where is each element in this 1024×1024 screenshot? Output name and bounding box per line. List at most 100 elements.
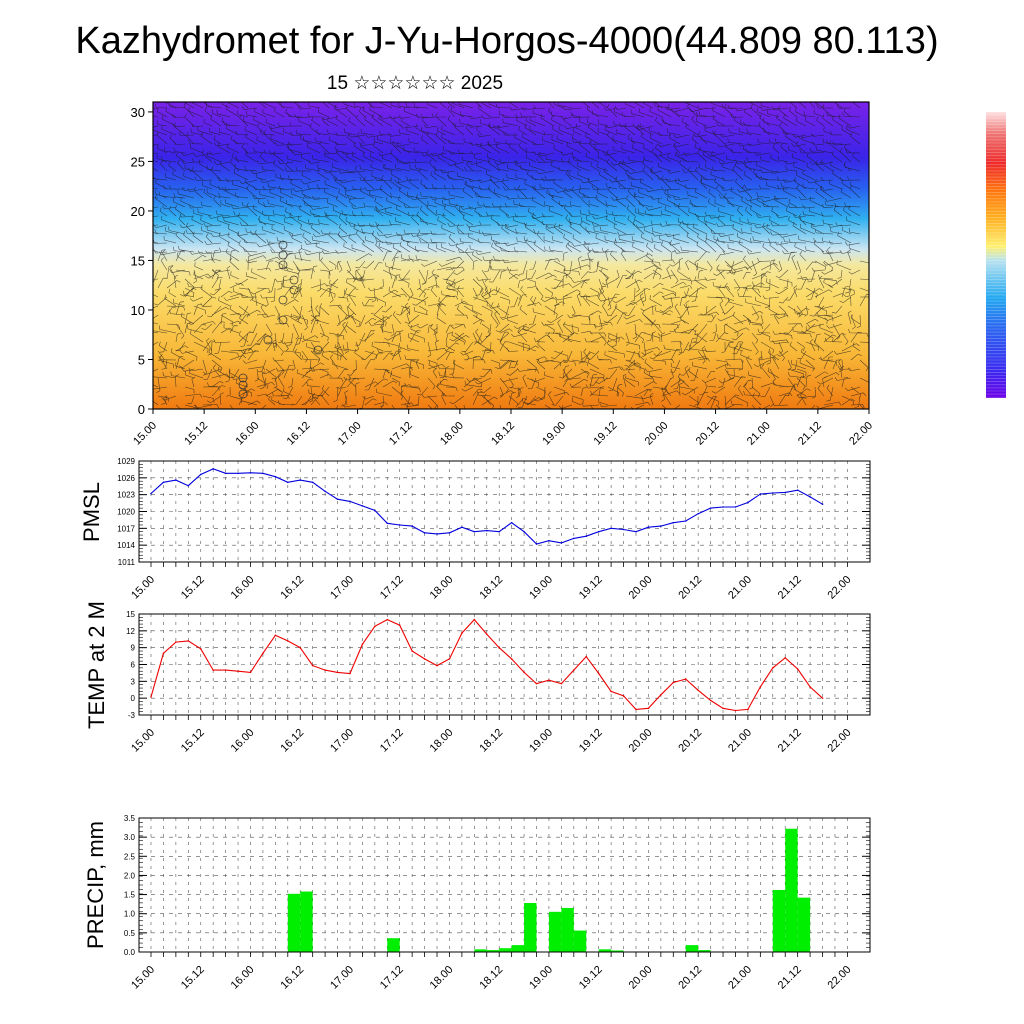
x-tick-label: 19.00: [527, 727, 555, 755]
x-tick-label: 17.00: [328, 964, 356, 992]
y-tick-label: -3: [128, 711, 136, 720]
y-tick-label: 1.5: [124, 891, 136, 900]
temp-point: [759, 686, 762, 688]
pmsl-point: [722, 506, 724, 508]
calm-wind-marker: [289, 275, 299, 285]
y-tick-label: 25: [131, 154, 145, 169]
precip-bar: [474, 949, 487, 952]
x-tick-label: 20.12: [676, 964, 704, 992]
x-tick-label: 22.00: [826, 727, 854, 755]
calm-wind-marker: [238, 373, 248, 383]
precip-axis-label: PRECIP, mm: [83, 821, 108, 949]
y-tick-label: 15: [131, 253, 145, 268]
pmsl-point: [423, 532, 426, 534]
y-tick-label: 0: [138, 402, 145, 417]
x-tick-label: 15.12: [182, 420, 210, 448]
temp-point: [349, 672, 351, 675]
x-tick-label: 17.12: [378, 727, 406, 755]
y-tick-label: 2.0: [124, 871, 136, 880]
temp-point: [423, 658, 426, 660]
temp-point: [734, 709, 737, 712]
x-tick-label: 15.00: [129, 964, 157, 992]
x-tick-label: 15.12: [179, 964, 207, 992]
y-tick-label: 3.0: [124, 833, 136, 842]
pmsl-point: [212, 468, 214, 470]
x-tick-label: 18.12: [477, 727, 505, 755]
pmsl-point: [622, 528, 625, 531]
pmsl-point: [274, 475, 277, 478]
pmsl-point: [336, 498, 339, 500]
x-tick-label: 20.00: [627, 574, 655, 602]
precip-bar: [698, 950, 711, 952]
x-tick-label: 15.00: [129, 574, 157, 602]
precip-bar: [511, 945, 525, 952]
pmsl-point: [635, 530, 637, 533]
pmsl-point: [361, 505, 364, 507]
calm-wind-marker: [289, 285, 299, 295]
calm-wind-marker: [238, 380, 248, 390]
y-tick-label: 1.0: [124, 910, 136, 919]
temp-point: [709, 699, 712, 702]
pmsl-point: [324, 490, 326, 493]
chart-subtitle: 15 ☆☆☆☆☆☆ 2025: [326, 73, 504, 94]
temp-point: [249, 671, 252, 674]
pmsl-point: [386, 522, 389, 525]
temp-point: [548, 679, 550, 682]
precip-bar: [797, 897, 811, 952]
x-tick-label: 19.00: [527, 574, 555, 602]
pmsl-point: [684, 520, 687, 522]
calm-wind-marker: [278, 315, 288, 325]
pmsl-point: [448, 532, 451, 534]
x-tick-label: 21.12: [776, 727, 804, 755]
temp-point: [622, 695, 625, 697]
x-tick-label: 17.12: [387, 420, 415, 448]
pmsl-point: [771, 492, 774, 494]
pmsl-point: [311, 481, 314, 484]
temp-point: [697, 689, 699, 692]
temp-point: [821, 697, 824, 699]
temp-point: [747, 708, 749, 711]
x-tick-label: 22.00: [826, 964, 854, 992]
y-tick-label: 30: [131, 105, 145, 120]
precip-bar: [573, 930, 587, 952]
cross-section-panel: 0 5 10 15 20 25 30 15.00 15.12 16.00 16.12 17.00 17…: [131, 101, 875, 448]
y-tick-label: 1017: [117, 524, 135, 533]
x-tick-label: 16.00: [229, 574, 257, 602]
temp-point: [311, 664, 314, 667]
y-tick-label: 9: [131, 644, 136, 653]
x-tick-label: 18.00: [428, 727, 456, 755]
y-tick-label: 5: [138, 352, 145, 367]
pmsl-point: [647, 526, 650, 529]
pmsl-point: [796, 489, 799, 491]
temp-point: [150, 696, 152, 698]
temp-point: [573, 669, 575, 671]
y-tick-label: 1020: [117, 508, 135, 517]
temp-point: [535, 682, 538, 685]
y-tick-label: 1011: [118, 558, 136, 567]
precip-bar: [685, 945, 699, 952]
precip-bar: [300, 891, 313, 952]
pmsl-point: [262, 472, 264, 475]
x-tick-label: 21.12: [776, 574, 804, 602]
precip-bar: [524, 902, 537, 952]
x-tick-label: 18.00: [438, 420, 466, 448]
y-tick-label: 3.5: [124, 814, 136, 823]
pmsl-point: [237, 472, 239, 475]
x-tick-label: 18.12: [489, 420, 517, 448]
x-tick-label: 19.00: [540, 420, 568, 448]
y-tick-label: 3: [131, 677, 136, 686]
x-tick-label: 16.00: [229, 964, 257, 992]
pmsl-point: [249, 471, 252, 474]
x-tick-label: 16.12: [285, 420, 313, 448]
x-tick-label: 16.00: [233, 420, 261, 448]
temp-point: [784, 656, 787, 659]
x-tick-label: 19.12: [577, 964, 605, 992]
temp-point: [224, 669, 227, 671]
pmsl-point: [374, 509, 376, 512]
temp-point: [199, 647, 202, 650]
precip-bar: [287, 893, 301, 952]
x-tick-label: 18.00: [428, 964, 456, 992]
temp-point: [436, 664, 438, 667]
y-tick-label: 0: [131, 694, 136, 703]
x-tick-label: 19.00: [527, 964, 555, 992]
